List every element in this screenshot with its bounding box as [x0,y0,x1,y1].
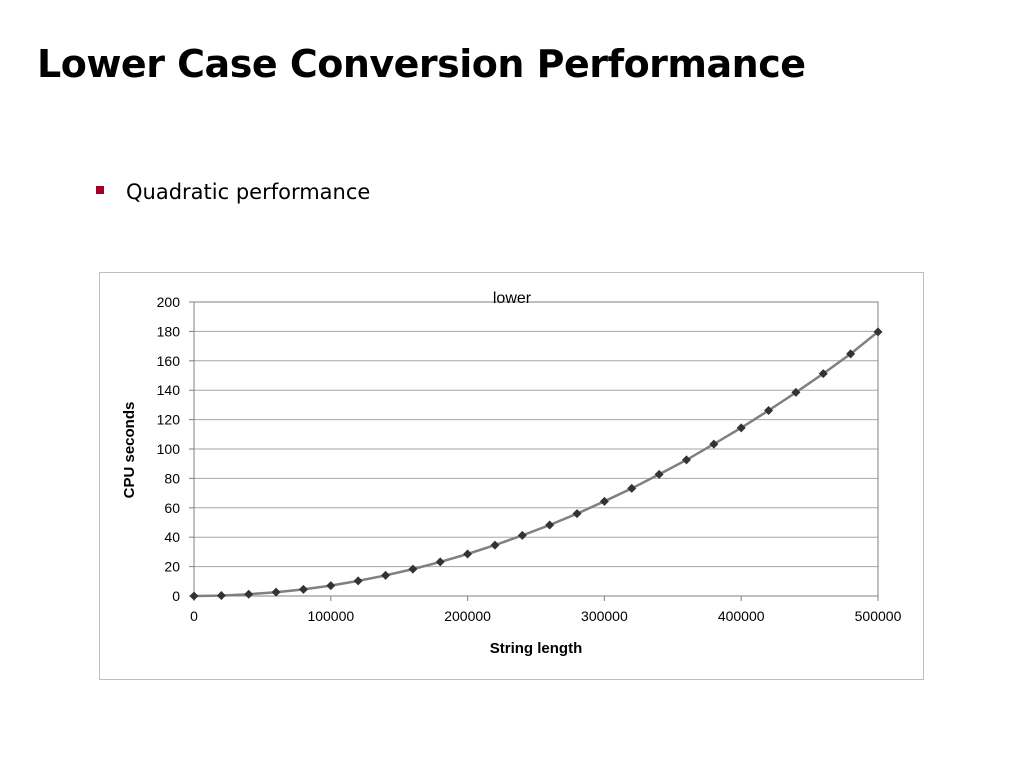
data-point-marker [627,483,637,493]
data-point-marker [298,584,308,594]
bullet-text: Quadratic performance [126,180,371,204]
x-tick-label: 200000 [444,608,491,624]
data-point-marker [654,469,664,479]
plot-area [193,301,879,597]
y-tick-label: 200 [157,294,181,310]
data-point-marker [189,591,199,601]
slide-title: Lower Case Conversion Performance [37,42,806,86]
data-point-marker [353,576,363,586]
y-tick-label: 180 [157,323,181,339]
data-point-marker [490,540,500,550]
y-tick-label: 40 [164,529,180,545]
x-tick-label: 300000 [581,608,628,624]
y-tick-label: 120 [157,412,181,428]
data-point-marker [709,439,719,449]
y-axis-label: CPU seconds [121,402,138,499]
x-axis-label: String length [490,640,583,657]
data-point-marker [463,549,473,559]
chart-title: lower [493,290,532,307]
data-point-marker [818,369,828,379]
x-tick-label: 500000 [855,608,902,624]
data-point-marker [791,387,801,397]
y-tick-label: 80 [164,470,180,486]
data-point-marker [244,589,254,599]
data-point-marker [873,327,883,337]
data-point-marker [545,520,555,530]
y-tick-label: 160 [157,353,181,369]
data-point-marker [326,581,336,591]
y-tick-label: 0 [172,588,180,604]
grid-layer [189,301,879,601]
bullet-item: Quadratic performance [96,180,370,204]
x-tick-label: 100000 [307,608,354,624]
data-point-marker [846,349,856,359]
x-tick-label: 400000 [718,608,765,624]
series-line [193,330,879,598]
data-point-marker [216,591,226,601]
y-tick-label: 20 [164,559,180,575]
x-tick-label: 0 [190,608,198,624]
square-bullet-icon [96,186,104,194]
data-point-marker [271,587,281,597]
data-point-marker [408,564,418,574]
line-chart: 0 20 40 60 80 100 120 140 160 180 200 0 100000 20000… [121,290,902,657]
series-markers [189,327,883,601]
data-point-marker [435,557,445,567]
y-tick-labels: 0 20 40 60 80 100 120 140 160 180 200 [157,294,181,604]
data-point-marker [764,405,774,415]
data-point-marker [681,455,691,465]
y-tick-label: 60 [164,500,180,516]
data-point-marker [572,509,582,519]
data-point-marker [736,423,746,433]
bullet-list: Quadratic performance [96,180,370,204]
data-point-marker [599,496,609,506]
chart-frame: 0 20 40 60 80 100 120 140 160 180 200 0 100000 20000… [99,272,924,680]
y-tick-label: 100 [157,441,181,457]
data-point-marker [381,570,391,580]
y-tick-label: 140 [157,382,181,398]
data-point-marker [517,530,527,540]
x-tick-labels: 0 100000 200000 300000 400000 500000 [190,608,901,624]
